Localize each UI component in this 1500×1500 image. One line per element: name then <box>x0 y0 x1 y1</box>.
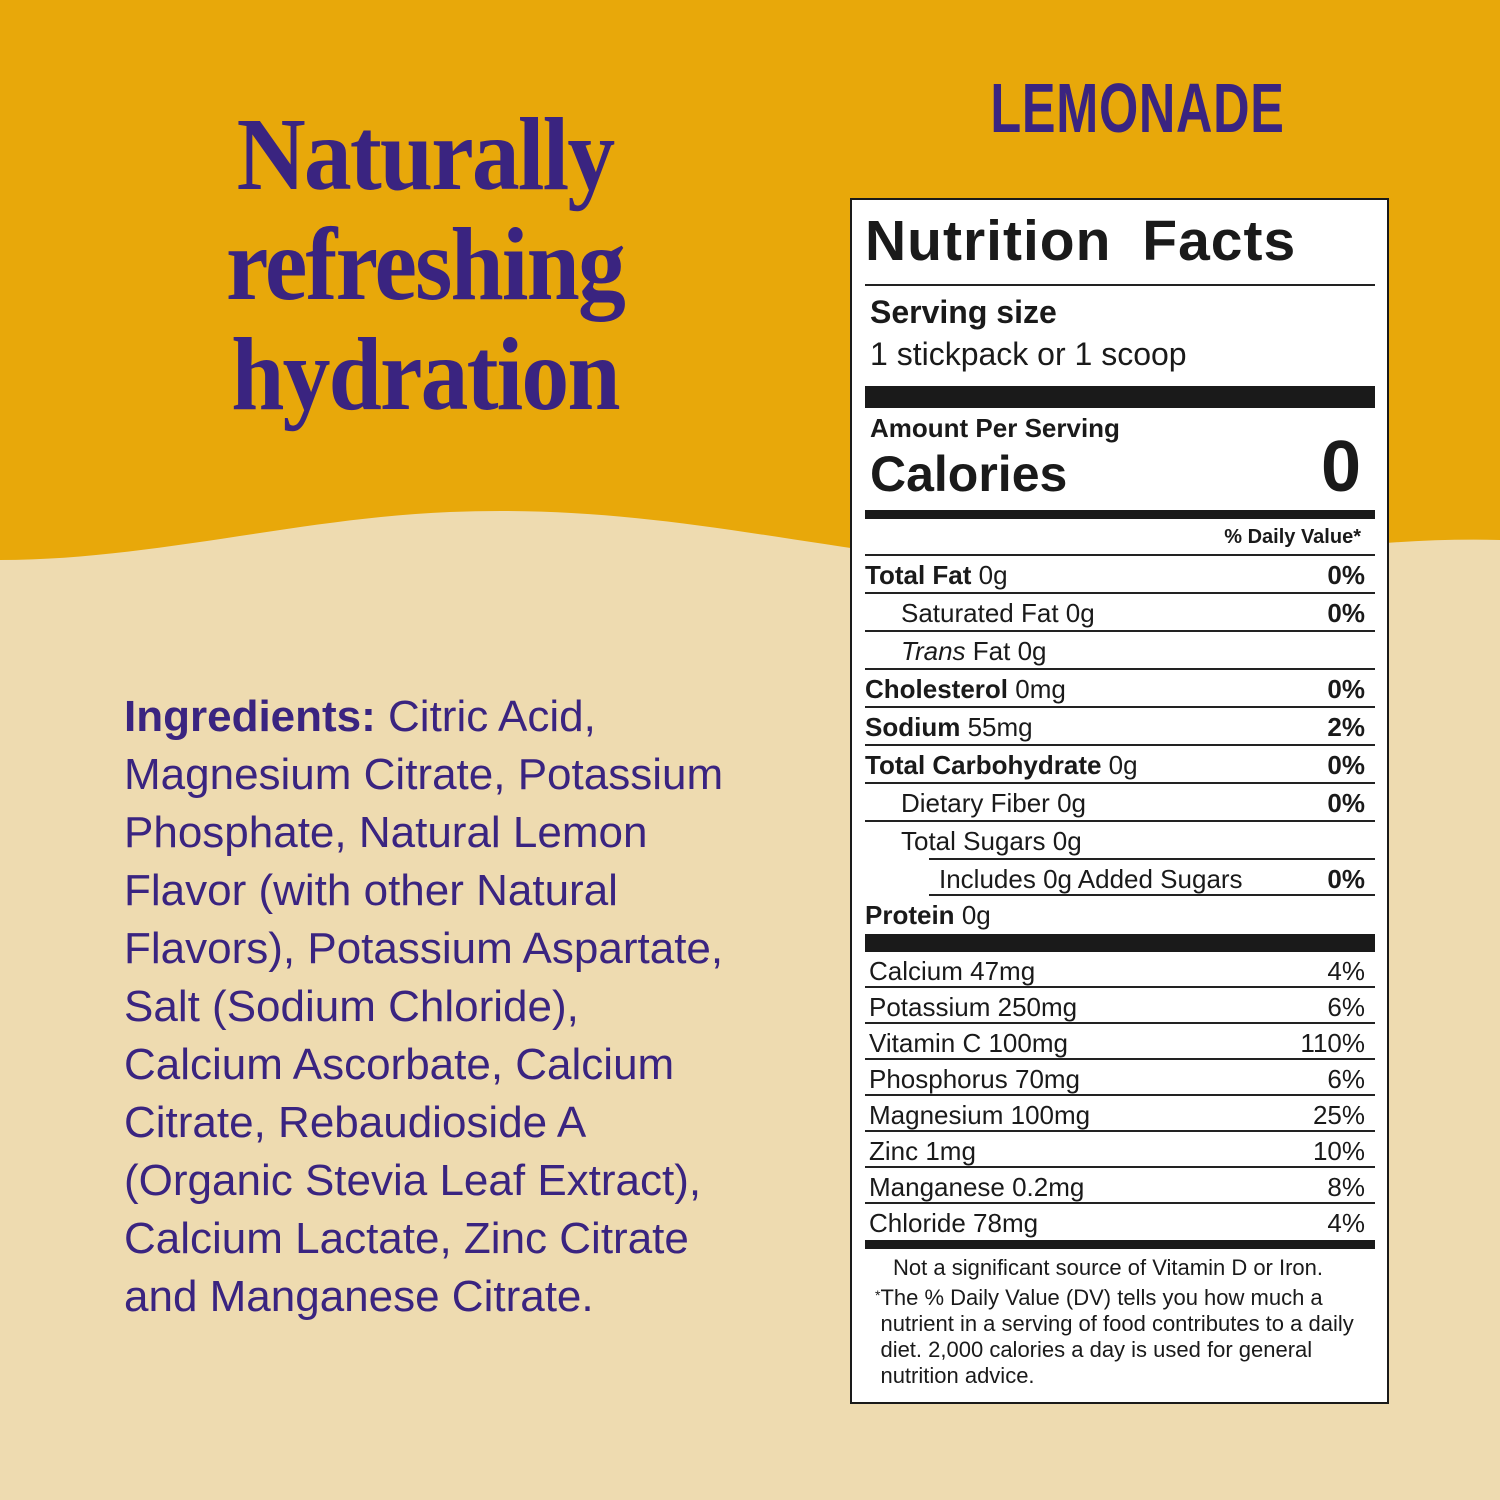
nutrient-row: Cholesterol 0mg 0% <box>865 670 1375 708</box>
vitamin-dv: 110% <box>1300 1028 1365 1058</box>
ingredients-line: Phosphate, Natural Lemon <box>124 808 648 857</box>
flavor-title: LEMONADE <box>990 69 1285 147</box>
vitamin-row: Phosphorus 70mg 6% <box>865 1060 1375 1096</box>
nutrient-dv: 0% <box>1327 560 1365 590</box>
vitamin-row: Calcium 47mg 4% <box>865 952 1375 988</box>
nutrient-row: Sodium 55mg 2% <box>865 708 1375 746</box>
nutrient-dv: 0% <box>1327 750 1365 780</box>
vitamin-dv: 6% <box>1327 1064 1365 1094</box>
nutrient-amount: 0g <box>961 900 991 930</box>
vitamin-row: Magnesium 100mg 25% <box>865 1096 1375 1132</box>
ingredients-line: and Manganese Citrate. <box>124 1272 594 1321</box>
nutrition-facts-label: Nutrition Facts Serving size 1 stickpack… <box>850 198 1389 1404</box>
nutrient-row: Includes 0g Added Sugars 0% <box>929 858 1375 896</box>
vitamin-dv: 8% <box>1327 1172 1365 1202</box>
nutrient-dv: 0% <box>1327 864 1365 894</box>
ingredients-line: Citrate, Rebaudioside A <box>124 1098 587 1147</box>
nutrient-amount: 0mg <box>1015 674 1066 704</box>
nutrient-amount: 0g <box>1017 636 1047 666</box>
daily-value-header: % Daily Value* <box>865 519 1375 556</box>
nutrient-row: Total Fat 0g 0% <box>865 556 1375 594</box>
calories-label: Calories <box>870 446 1068 502</box>
footnote-text: The % Daily Value (DV) tells you how muc… <box>880 1285 1354 1388</box>
nutrient-row: Saturated Fat 0g 0% <box>865 594 1375 632</box>
vitamin-row: Zinc 1mg 10% <box>865 1132 1375 1168</box>
nutrient-row: Dietary Fiber 0g 0% <box>865 784 1375 822</box>
vitamins-list: Calcium 47mg 4% Potassium 250mg 6% Vitamin C… <box>865 952 1375 1240</box>
calories-value: 0 <box>1320 427 1361 507</box>
nutrient-name: Trans <box>901 636 966 666</box>
headline-line: refreshing <box>226 207 626 322</box>
vitamin-name: Zinc 1mg <box>869 1136 976 1166</box>
nutrient-name: Fat <box>972 636 1011 666</box>
headline-line: hydration <box>231 317 620 432</box>
ingredients: Ingredients: Citric Acid, Magnesium Citr… <box>124 688 723 1326</box>
nutrient-dv: 2% <box>1327 712 1365 742</box>
nutrient-amount: 0g <box>1065 598 1095 628</box>
ingredients-line: (Organic Stevia Leaf Extract), <box>124 1156 702 1205</box>
not-significant-note: Not a significant source of Vitamin D or… <box>893 1255 1324 1280</box>
nutrient-amount: 55mg <box>967 712 1033 742</box>
footnote: Not a significant source of Vitamin D or… <box>865 1249 1375 1389</box>
ingredients-line: Salt (Sodium Chloride), <box>124 982 579 1031</box>
amount-per-serving: Amount Per Serving <box>870 413 1120 443</box>
divider <box>865 510 1375 519</box>
vitamin-row: Potassium 250mg 6% <box>865 988 1375 1024</box>
vitamin-dv: 4% <box>1327 1208 1365 1238</box>
nutrition-facts-title: Nutrition Facts <box>865 206 1375 286</box>
nutrient-amount: 0g <box>1052 826 1082 856</box>
vitamin-name: Magnesium 100mg <box>869 1100 1091 1130</box>
nutrient-amount: 0g <box>1057 788 1086 818</box>
vitamin-name: Phosphorus 70mg <box>869 1064 1081 1094</box>
nutrient-amount: 0g <box>1108 750 1138 780</box>
serving-size-label: Serving size <box>870 294 1057 330</box>
footnote-mark: * <box>875 1287 881 1303</box>
nutrient-name: Total Carbohydrate <box>865 750 1102 780</box>
vitamin-name: Chloride 78mg <box>869 1208 1039 1238</box>
nutrient-dv: 0% <box>1327 788 1365 818</box>
vitamin-dv: 10% <box>1312 1136 1365 1166</box>
ingredients-line: Citric Acid, <box>375 692 596 741</box>
vitamin-row: Vitamin C 100mg 110% <box>865 1024 1375 1060</box>
ingredients-line: Magnesium Citrate, Potassium <box>124 750 724 799</box>
vitamin-row: Manganese 0.2mg 8% <box>865 1168 1375 1204</box>
ingredients-label: Ingredients: <box>124 692 376 741</box>
divider <box>865 934 1375 952</box>
headline-line: Naturally <box>236 97 616 212</box>
vitamin-dv: 6% <box>1327 992 1365 1022</box>
nutrient-dv: 0% <box>1327 674 1365 704</box>
ingredients-line: Calcium Lactate, Zinc Citrate <box>124 1214 689 1263</box>
divider <box>865 386 1375 408</box>
ingredients-line: Flavors), Potassium Aspartate, <box>124 924 724 973</box>
vitamin-dv: 25% <box>1312 1100 1365 1130</box>
nutrient-row: Trans Fat 0g <box>865 632 1375 670</box>
nutrient-row: Protein 0g <box>865 896 1375 934</box>
nutrient-name: Protein <box>865 900 955 930</box>
vitamin-name: Manganese 0.2mg <box>869 1172 1085 1202</box>
vitamin-name: Vitamin C 100mg <box>869 1028 1068 1058</box>
nutrient-name: Total Fat <box>865 560 972 590</box>
nutrient-name: Dietary Fiber <box>901 788 1050 818</box>
vitamin-row: Chloride 78mg 4% <box>865 1204 1375 1240</box>
nutrient-row: Total Sugars 0g <box>865 822 1375 858</box>
nutrient-row: Total Carbohydrate 0g 0% <box>865 746 1375 784</box>
nutrient-name: Saturated Fat <box>901 598 1059 628</box>
nutrient-name: Total Sugars <box>901 826 1046 856</box>
calories-row: Calories 0 <box>865 431 1375 503</box>
ingredients-line: Flavor (with other Natural <box>124 866 618 915</box>
vitamin-dv: 4% <box>1327 956 1365 986</box>
divider <box>865 1240 1375 1249</box>
serving-size-value: 1 stickpack or 1 scoop <box>870 336 1187 372</box>
nutrient-name: Includes 0g Added Sugars <box>939 864 1243 894</box>
nutrient-amount: 0g <box>978 560 1008 590</box>
nutrient-dv: 0% <box>1327 598 1365 628</box>
headline: Naturally refreshing hydration <box>100 100 750 430</box>
nutrient-name: Cholesterol <box>865 674 1009 704</box>
ingredients-line: Calcium Ascorbate, Calcium <box>124 1040 675 1089</box>
vitamin-name: Potassium 250mg <box>869 992 1078 1022</box>
vitamin-name: Calcium 47mg <box>869 956 1036 986</box>
nutrient-name: Sodium <box>865 712 961 742</box>
